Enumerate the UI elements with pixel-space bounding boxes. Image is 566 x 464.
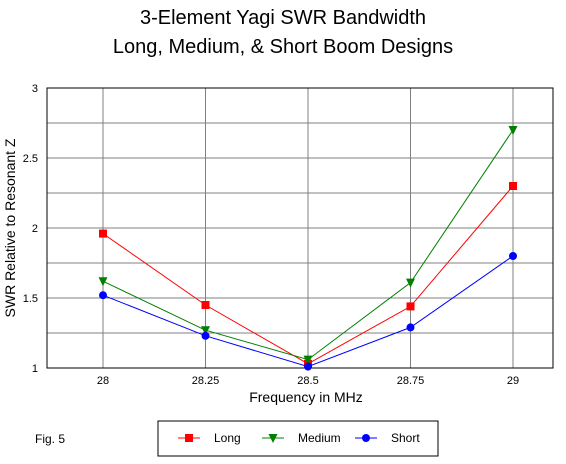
data-point <box>268 434 278 443</box>
data-point <box>406 278 415 288</box>
legend-label: Long <box>214 431 241 445</box>
legend-item-short: Short <box>355 431 420 445</box>
y-tick-label: 2.5 <box>23 153 38 165</box>
y-axis-label: SWR Relative to Resonant Z <box>2 138 18 317</box>
y-tick-label: 3 <box>32 83 38 95</box>
y-axis-ticks: 1 1.5 2 2.5 3 <box>23 83 38 375</box>
chart-subtitle: Long, Medium, & Short Boom Designs <box>113 36 453 58</box>
data-point <box>303 355 313 365</box>
y-tick-label: 1.5 <box>23 293 38 305</box>
data-point <box>201 331 210 340</box>
x-tick-label: 28 <box>97 375 109 387</box>
legend: Long Medium Short <box>157 420 439 457</box>
x-tick-label: 28.75 <box>397 375 425 387</box>
grid <box>47 88 553 368</box>
data-point <box>99 291 107 300</box>
data-point <box>201 301 210 309</box>
data-point <box>508 126 518 135</box>
x-tick-label: 28.25 <box>192 375 220 387</box>
data-point <box>406 323 415 332</box>
data-point <box>98 277 108 287</box>
legend-label: Short <box>391 431 420 445</box>
data-point <box>201 326 210 336</box>
legend-box <box>157 420 439 457</box>
y-tick-label: 1 <box>32 363 38 375</box>
data-point <box>509 182 517 190</box>
plot-frame <box>46 87 554 369</box>
legend-item-long: Long <box>178 431 241 445</box>
data-point <box>304 362 312 371</box>
data-point <box>362 434 370 442</box>
x-tick-label: 29 <box>507 375 519 387</box>
chart-title: 3-Element Yagi SWR Bandwidth <box>140 7 426 29</box>
x-axis-label: Frequency in MHz <box>249 389 363 405</box>
figure-label: Fig. 5 <box>35 432 65 446</box>
legend-item-medium: Medium <box>262 431 341 445</box>
x-axis-ticks: 28 28.25 28.5 28.75 29 <box>97 375 519 387</box>
y-tick-label: 2 <box>32 223 38 235</box>
series-short <box>99 252 517 371</box>
legend-label: Medium <box>298 431 341 445</box>
series-layer <box>98 126 518 371</box>
data-point <box>99 229 107 238</box>
data-point <box>185 434 193 442</box>
series-medium <box>98 126 518 365</box>
x-tick-label: 28.5 <box>297 375 318 387</box>
data-point <box>509 252 517 260</box>
data-point <box>406 302 415 311</box>
